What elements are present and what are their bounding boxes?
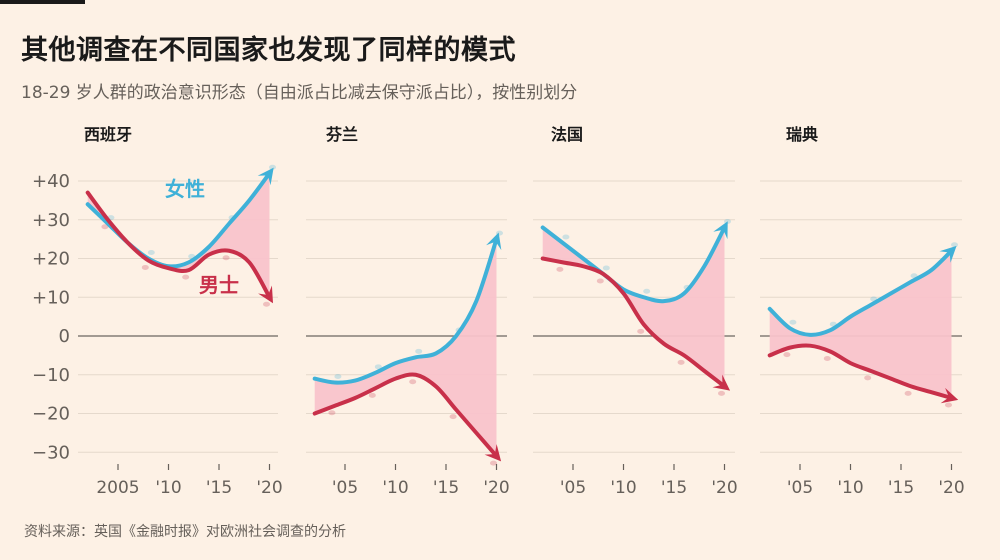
men-data-point [222, 255, 230, 261]
men-data-point [677, 359, 685, 365]
x-tick-label: '10 [837, 478, 863, 498]
men-data-point [328, 410, 336, 416]
women-arrow-icon [486, 232, 502, 251]
y-tick-label: −10 [32, 365, 70, 386]
men-data-point [637, 328, 645, 334]
men-data-point [449, 414, 457, 420]
men-line [312, 372, 499, 459]
women-data-point [269, 164, 276, 170]
x-tick-label: '15 [661, 478, 687, 498]
men-series-label: 男士 [199, 273, 239, 297]
men-data-point [182, 274, 190, 280]
men-data-point [783, 352, 791, 358]
x-tick-label: '15 [888, 478, 914, 498]
panel-title: 瑞典 [786, 125, 818, 144]
x-tick-label: '10 [610, 478, 636, 498]
men-arrow-icon [258, 285, 274, 304]
x-tick-label: '20 [483, 478, 509, 498]
panel-title: 法国 [551, 125, 583, 144]
source-note: 资料来源：英国《金融时报》对欧洲社会调查的分析 [24, 524, 346, 540]
men-data-point [596, 278, 604, 284]
x-tick-label: '15 [206, 478, 232, 498]
x-tick-label: '10 [155, 478, 181, 498]
women-data-point [415, 348, 423, 354]
women-line [767, 248, 954, 337]
x-tick-label: '20 [256, 478, 282, 498]
women-data-point [334, 374, 342, 379]
men-line [85, 190, 272, 300]
women-data-point [147, 250, 155, 255]
women-line [540, 225, 727, 304]
women-series-label: 女性 [165, 177, 205, 201]
x-tick-label: '05 [560, 478, 586, 498]
men-data-point [864, 375, 872, 381]
y-tick-label: −20 [32, 404, 70, 425]
panel-title: 西班牙 [84, 125, 132, 144]
top-accent-bar [0, 0, 85, 4]
x-tick-label: '20 [711, 478, 737, 498]
men-data-point [945, 402, 952, 408]
y-tick-label: +20 [32, 249, 70, 270]
x-tick-label: 2005 [96, 478, 139, 498]
panel-title: 芬兰 [325, 125, 358, 144]
men-data-point [556, 266, 564, 272]
chart-subtitle: 18-29 岁人群的政治意识形态（自由派占比减去保守派占比），按性别划分 [21, 83, 578, 103]
men-data-point [263, 301, 270, 307]
men-data-point [101, 224, 109, 230]
y-tick-label: −30 [32, 442, 70, 463]
men-arrow-icon [940, 387, 959, 404]
women-arrow-icon [713, 221, 728, 240]
x-tick-label: '20 [938, 478, 964, 498]
x-tick-label: '10 [382, 478, 408, 498]
women-data-point [643, 288, 651, 294]
men-arrow-icon [484, 444, 502, 462]
women-data-point [951, 242, 958, 248]
women-arrow-icon [939, 245, 957, 263]
x-tick-label: '15 [433, 478, 459, 498]
gender-gap-area [769, 250, 952, 398]
men-data-point [904, 390, 912, 396]
men-data-point [141, 264, 149, 270]
women-data-point [562, 234, 570, 240]
men-data-point [823, 356, 831, 361]
x-tick-label: '05 [332, 478, 358, 498]
men-arrow-icon [712, 374, 731, 391]
y-tick-label: +10 [32, 287, 70, 308]
gender-gap-area [87, 173, 270, 298]
women-arrow-icon [257, 167, 274, 186]
men-line [767, 343, 954, 400]
y-tick-label: 0 [59, 326, 70, 347]
women-data-point [374, 364, 382, 370]
men-data-point [490, 460, 497, 466]
men-data-point [368, 392, 376, 398]
chart-title: 其他调查在不同国家也发现了同样的模式 [21, 35, 516, 66]
x-tick-label: '05 [787, 478, 813, 498]
men-line [540, 256, 727, 389]
men-data-point [718, 390, 725, 396]
women-line [312, 237, 499, 385]
women-data-point [789, 319, 797, 325]
men-data-point [409, 379, 417, 385]
y-tick-label: +30 [32, 210, 70, 231]
y-tick-label: +40 [32, 171, 70, 192]
women-data-point [602, 265, 610, 271]
